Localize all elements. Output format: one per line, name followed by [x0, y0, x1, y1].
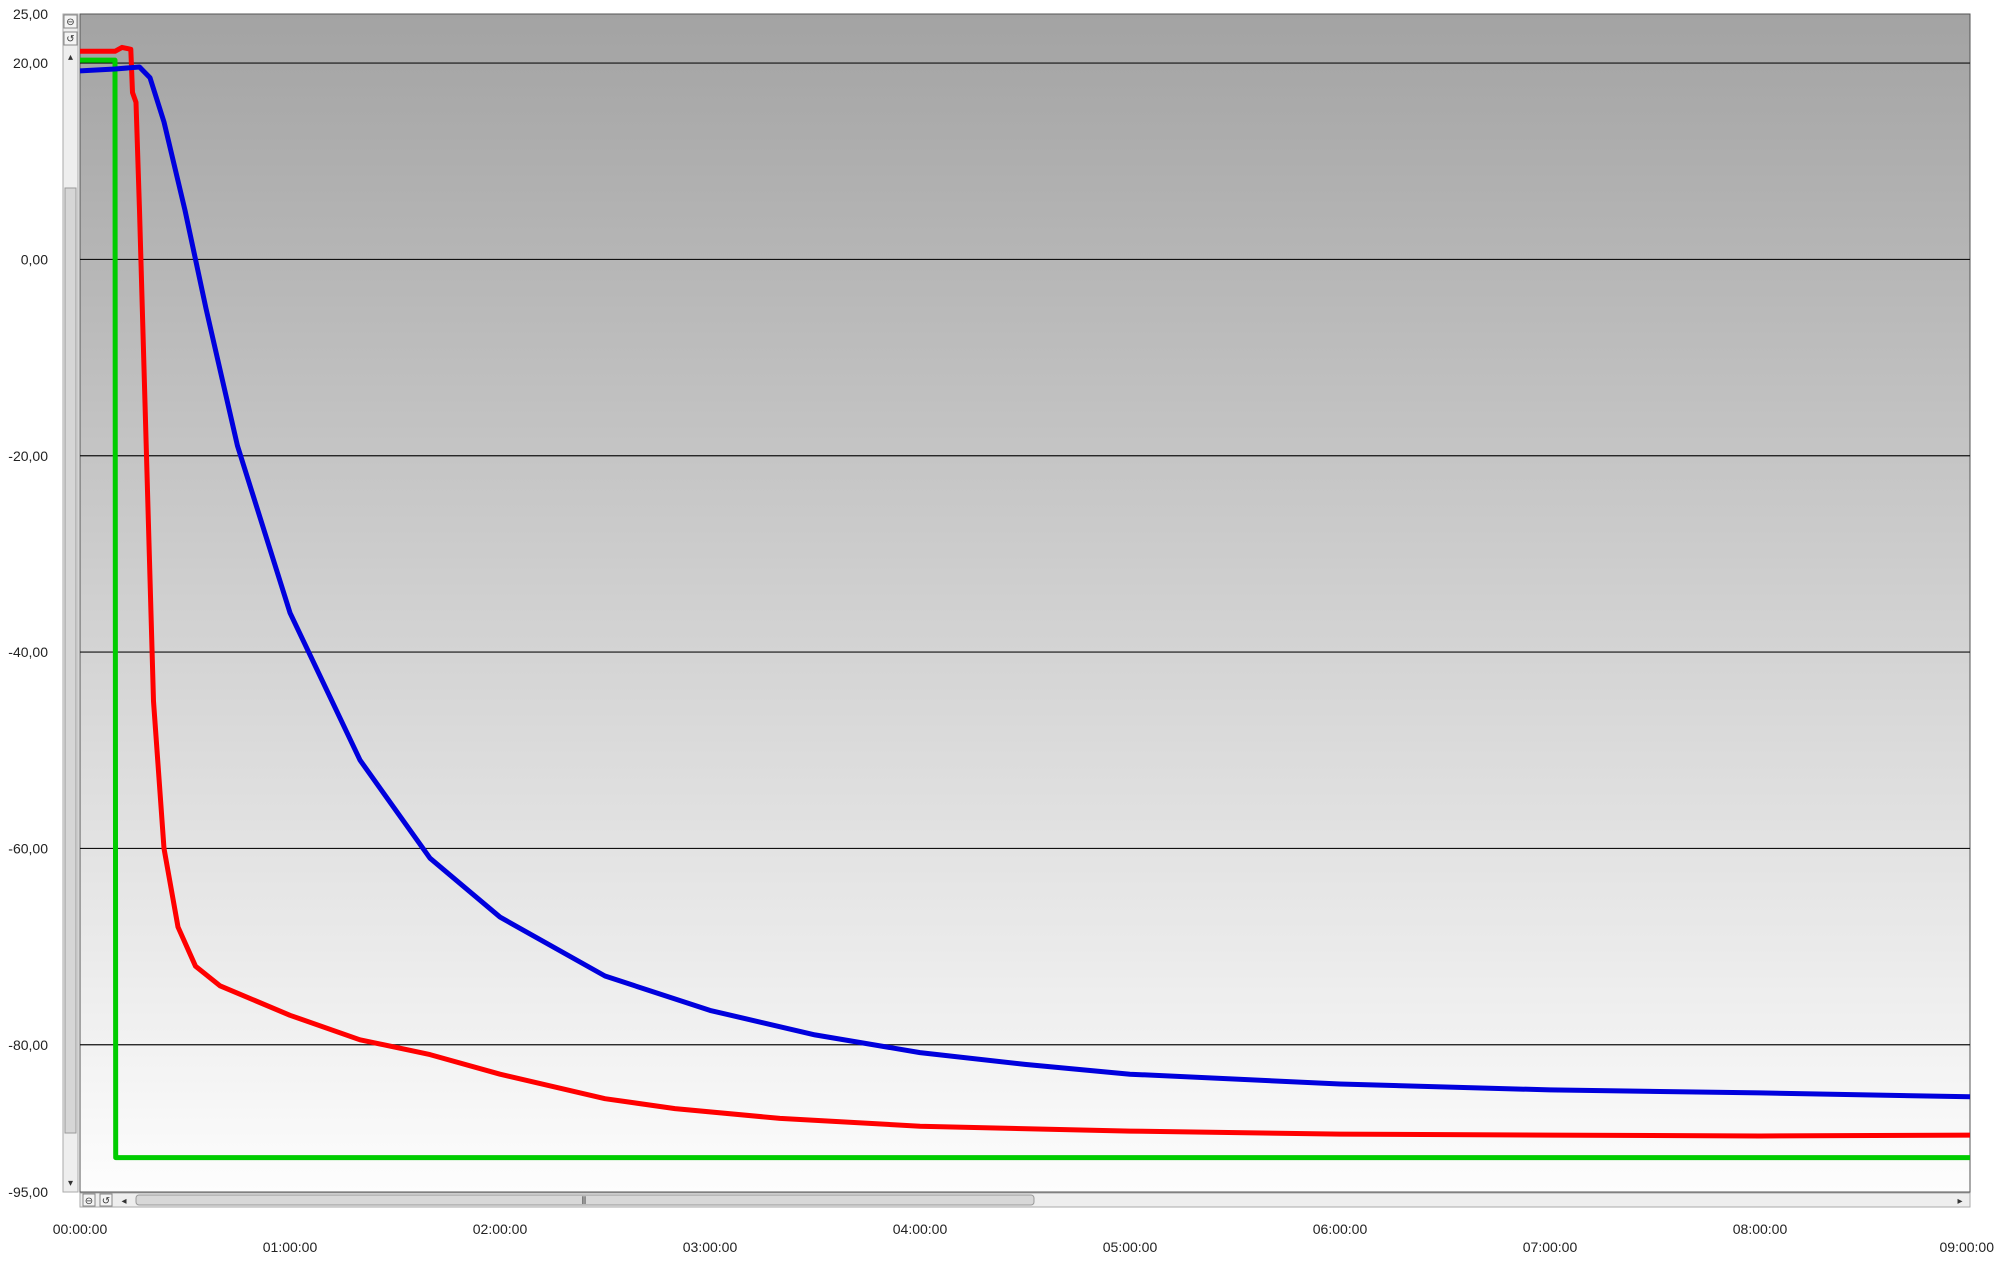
x-tick-label-3: 03:00:00	[683, 1239, 738, 1255]
y-scroll-up-arrow[interactable]: ▴	[68, 52, 73, 63]
series-line-1	[80, 44, 1971, 1139]
y-scrollbar-thumb[interactable]	[64, 187, 77, 1134]
series-line-0	[80, 57, 1970, 1161]
x-tick-label-6: 06:00:00	[1313, 1221, 1368, 1237]
x-tick-label-8: 08:00:00	[1733, 1221, 1788, 1237]
svg-text:↺: ↺	[66, 34, 74, 45]
x-scrollbar-thumb[interactable]	[135, 1194, 1035, 1206]
x-scroll-right-arrow[interactable]: ▸	[1957, 1196, 1962, 1207]
y-scroll-down-arrow[interactable]: ▾	[68, 1178, 73, 1189]
series-lines	[79, 44, 1971, 1161]
x-tick-label-7: 07:00:00	[1523, 1239, 1578, 1255]
y-tick-label-4: -40,00	[8, 644, 48, 660]
svg-text:↺: ↺	[102, 1196, 110, 1207]
x-tick-label-4: 04:00:00	[893, 1221, 948, 1237]
x-zoom-out-button[interactable]: ⊖	[82, 1193, 96, 1207]
series-line-2	[79, 64, 1971, 1100]
x-tick-label-9: 09:00:00	[1940, 1239, 1995, 1255]
y-tick-label-7: -95,00	[8, 1184, 48, 1200]
y-zoom-out-button[interactable]: ⊖	[63, 14, 78, 29]
y-tick-label-6: -80,00	[8, 1037, 48, 1053]
plot-area	[79, 13, 1971, 1193]
y-tick-label-5: -60,00	[8, 840, 48, 856]
y-axis-scroll-strip[interactable]	[62, 13, 79, 1193]
y-tick-label-2: 0,00	[21, 251, 48, 267]
y-tick-label-1: 20,00	[13, 55, 48, 71]
y-tick-label-0: 25,00	[13, 6, 48, 22]
x-tick-label-0: 00:00:00	[53, 1221, 108, 1237]
y-reset-zoom-button[interactable]: ↺	[63, 31, 78, 46]
x-tick-label-5: 05:00:00	[1103, 1239, 1158, 1255]
svg-text:⊖: ⊖	[85, 1196, 93, 1207]
x-axis-ticks: 00:00:00 01:00:00 02:00:00 03:00:00 04:00:00…	[53, 1221, 1994, 1255]
x-scrollbar-grip-icon: ⦀	[582, 1196, 586, 1207]
y-axis-ticks: 25,00 20,00 0,00 -20,00 -40,00 -60,00 -80,00 -9…	[8, 6, 48, 1200]
x-scroll-left-arrow[interactable]: ◂	[121, 1196, 126, 1207]
y-tick-label-3: -20,00	[8, 448, 48, 464]
x-tick-label-1: 01:00:00	[263, 1239, 318, 1255]
x-reset-zoom-button[interactable]: ↺	[99, 1193, 113, 1207]
svg-text:⊖: ⊖	[66, 17, 74, 28]
x-tick-label-2: 02:00:00	[473, 1221, 528, 1237]
x-axis-scroll-strip[interactable]: ⦀	[79, 1192, 1971, 1208]
